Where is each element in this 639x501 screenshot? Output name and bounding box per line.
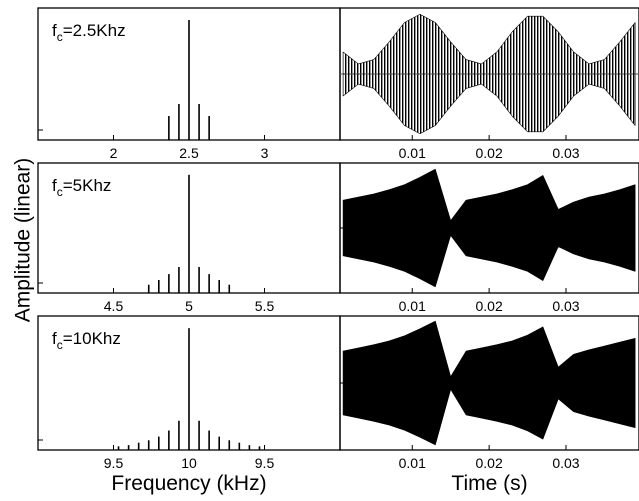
y-axis-label: Amplitude (linear)	[12, 158, 35, 323]
x-tick-label: 3	[261, 145, 269, 161]
x-tick-label: 4.5	[104, 298, 124, 314]
x-tick-label: 0.03	[552, 298, 579, 314]
x-axis-label: Time (s)	[451, 472, 527, 495]
annotation-main: f	[52, 176, 57, 195]
annotation-sub: c	[57, 185, 63, 199]
annotation: fc=5Khz	[52, 176, 111, 199]
x-tick-label: 5.5	[255, 298, 275, 314]
x-axis-label: Frequency (kHz)	[111, 472, 266, 495]
waveform-upper	[342, 320, 636, 384]
annotation-sub: c	[57, 338, 63, 352]
x-tick-label: 0.03	[552, 455, 579, 471]
x-tick-label: 5	[185, 298, 193, 314]
annotation-rest: =2.5Khz	[63, 21, 126, 40]
annotation-main: f	[52, 329, 57, 348]
waveform-upper	[342, 13, 636, 75]
x-tick-label: 2.5	[179, 145, 199, 161]
x-tick-label: 0.03	[552, 145, 579, 161]
x-tick-label: 0.01	[399, 455, 426, 471]
annotation: fc=10Khz	[52, 329, 121, 352]
annotation-main: f	[52, 21, 57, 40]
x-tick-label: 0.02	[475, 298, 502, 314]
waveform-lower	[342, 382, 636, 446]
annotation: fc=2.5Khz	[52, 21, 126, 44]
annotation-rest: =10Khz	[63, 329, 121, 348]
x-tick-label: 10	[181, 455, 197, 471]
x-tick-label: 0.02	[475, 455, 502, 471]
annotation-sub: c	[57, 30, 63, 44]
waveform-lower	[342, 73, 636, 135]
waveform-lower	[342, 227, 636, 288]
x-tick-label: 0.02	[475, 145, 502, 161]
x-tick-label: 2	[110, 145, 118, 161]
annotation-rest: =5Khz	[63, 176, 112, 195]
x-tick-label: 9.5	[104, 455, 124, 471]
x-tick-label: 9.5	[255, 455, 275, 471]
x-tick-label: 0.01	[399, 145, 426, 161]
x-tick-label: 0.01	[399, 298, 426, 314]
waveform-upper	[342, 168, 636, 229]
